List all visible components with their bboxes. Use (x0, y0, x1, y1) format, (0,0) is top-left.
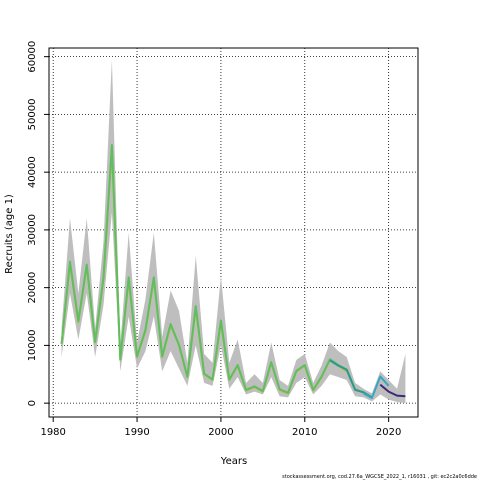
series-line-4 (363, 375, 390, 399)
x-axis-title: Years (220, 456, 247, 467)
y-tick-label: 10000 (27, 329, 38, 361)
y-tick-label: 0 (27, 400, 38, 406)
x-axis: 1980 1990 2000 2010 2020 (40, 417, 401, 438)
y-axis: 0 10000 20000 30000 40000 50000 60000 (27, 41, 49, 406)
series-lines (60, 144, 406, 399)
confidence-band-area (61, 59, 406, 404)
x-tick-label: 1980 (40, 427, 65, 438)
y-tick-label: 20000 (27, 272, 38, 304)
series-line-2 (60, 144, 364, 394)
x-tick-label: 2010 (292, 427, 317, 438)
y-tick-label: 40000 (27, 156, 38, 188)
x-tick-label: 2020 (376, 427, 401, 438)
y-tick-label: 60000 (27, 41, 38, 73)
y-tick-label: 50000 (27, 99, 38, 131)
series-line-5 (379, 383, 406, 398)
y-axis-title: Recruits (age 1) (4, 194, 15, 274)
plot-frame (48, 47, 419, 418)
x-tick-label: 2000 (208, 427, 233, 438)
x-tick-label: 1990 (124, 427, 149, 438)
confidence-band (61, 59, 406, 404)
y-tick-label: 30000 (27, 214, 38, 246)
footer-credit: stockassessment.org, cod.27.6a_WGCSE_202… (282, 474, 477, 480)
